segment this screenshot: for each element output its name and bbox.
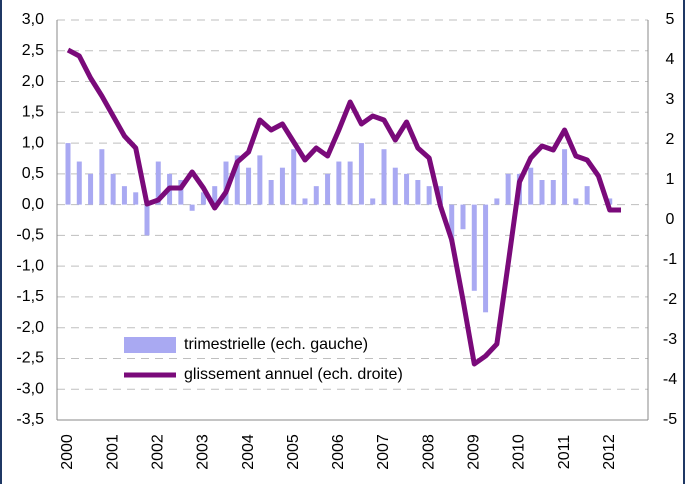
bar	[246, 167, 252, 205]
y2-tick-label: -1	[663, 251, 677, 268]
bar	[539, 180, 545, 205]
bar	[573, 198, 579, 205]
y-tick-label: -2,0	[16, 319, 44, 336]
y-tick-label: 0,5	[22, 165, 44, 182]
x-tick-label: 2009	[466, 434, 483, 470]
x-tick-label: 2001	[104, 434, 121, 470]
y-tick-label: 2,0	[22, 73, 44, 90]
legend-swatch	[124, 337, 176, 353]
bar	[460, 204, 466, 230]
bar	[528, 167, 534, 205]
y-tick-label: -0,5	[16, 227, 44, 244]
bar	[76, 161, 82, 205]
bar	[415, 180, 421, 205]
x-tick-label: 2010	[511, 434, 528, 470]
y-tick-label: -3,5	[16, 411, 44, 428]
bar	[234, 155, 240, 205]
y2-tick-label: 3	[666, 91, 675, 108]
bar	[257, 155, 263, 205]
bar	[370, 198, 376, 205]
bar	[426, 186, 432, 205]
bar	[392, 167, 398, 205]
bar	[133, 192, 139, 205]
bar	[279, 167, 285, 205]
bar	[223, 161, 229, 205]
plot-area	[57, 20, 648, 420]
bar	[494, 198, 500, 205]
bar	[178, 180, 184, 205]
bar	[347, 161, 353, 205]
legend-label: glissement annuel (ech. droite)	[184, 366, 403, 383]
bar	[121, 186, 127, 205]
y-tick-label: 1,0	[22, 134, 44, 151]
bar	[325, 173, 331, 205]
bar	[562, 149, 568, 205]
bar	[88, 173, 94, 205]
bar	[291, 149, 297, 205]
bar	[483, 204, 489, 313]
bar	[449, 204, 455, 242]
bar	[336, 161, 342, 205]
y-tick-label: 3,0	[22, 11, 44, 28]
x-tick-label: 2007	[375, 434, 392, 470]
x-tick-label: 2005	[285, 434, 302, 470]
bar	[99, 149, 105, 205]
y2-tick-label: 0	[666, 211, 675, 228]
x-tick-label: 2006	[330, 434, 347, 470]
y-tick-label: 0,0	[22, 196, 44, 213]
y-tick-label: 2,5	[22, 42, 44, 59]
bar	[584, 186, 590, 205]
bar	[550, 180, 556, 205]
bar	[313, 186, 319, 205]
y-tick-label: 1,5	[22, 104, 44, 121]
bar	[358, 143, 364, 205]
bar	[144, 204, 150, 236]
bar	[505, 173, 511, 205]
line	[66, 47, 621, 367]
y-tick-label: -2,5	[16, 350, 44, 367]
x-tick-label: 2002	[150, 434, 167, 470]
y-tick-label: -3,0	[16, 380, 44, 397]
x-tick-label: 2004	[240, 434, 257, 470]
bar	[212, 186, 218, 205]
bar	[302, 198, 308, 205]
x-tick-label: 2000	[59, 434, 76, 470]
y2-tick-label: -5	[663, 411, 677, 428]
y2-tick-label: 4	[666, 51, 675, 68]
bar	[268, 180, 274, 205]
x-tick-label: 2012	[601, 434, 618, 470]
x-tick-label: 2003	[195, 434, 212, 470]
bar	[607, 198, 613, 205]
x-tick-label: 2011	[556, 435, 573, 470]
bar	[200, 192, 206, 205]
y2-tick-label: 1	[666, 171, 675, 188]
bar	[471, 204, 477, 291]
y-tick-label: -1,5	[16, 288, 44, 305]
bar	[65, 143, 71, 205]
x-tick-label: 2008	[420, 434, 437, 470]
bar	[189, 204, 195, 211]
y2-tick-label: -2	[663, 291, 677, 308]
y2-tick-label: -3	[663, 331, 677, 348]
bar	[381, 149, 387, 205]
bar	[110, 173, 116, 205]
y2-tick-label: 2	[666, 131, 675, 148]
bar	[155, 161, 161, 205]
y-tick-label: -1,0	[16, 257, 44, 274]
legend-label: trimestrielle (ech. gauche)	[184, 336, 368, 353]
y2-tick-label: -4	[663, 371, 677, 388]
bar	[404, 173, 410, 205]
y2-tick-label: 5	[666, 11, 675, 28]
